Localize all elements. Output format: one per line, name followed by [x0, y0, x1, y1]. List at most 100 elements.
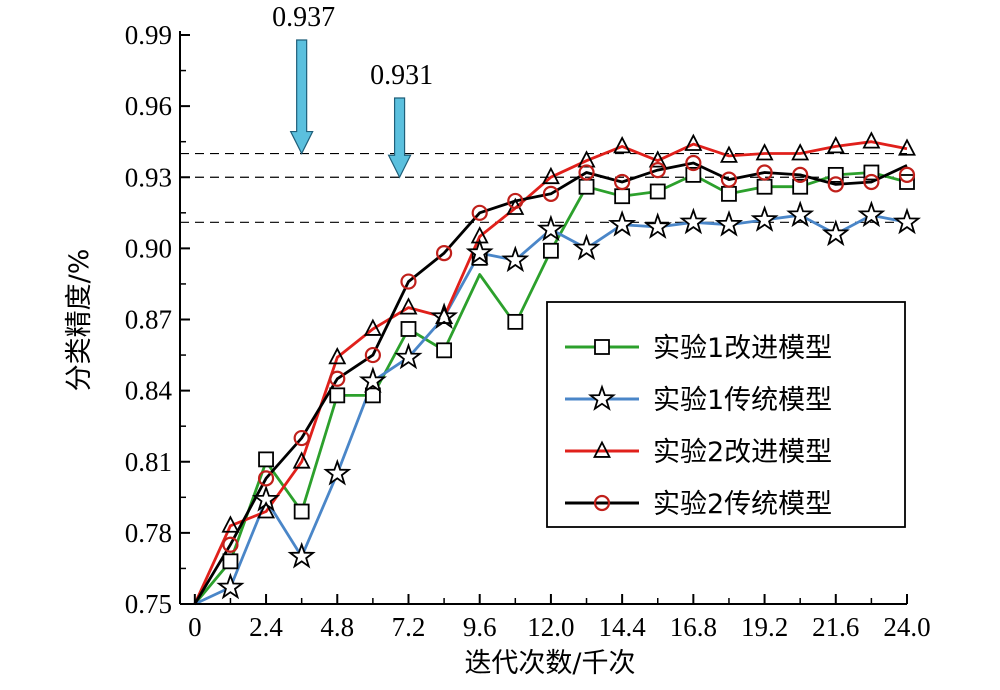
y-tick-label: 0.93: [125, 162, 172, 192]
marker-square: [543, 242, 559, 259]
marker-square: [685, 166, 702, 183]
marker-circle: [507, 192, 524, 210]
legend-label: 实验2传统模型: [653, 489, 832, 520]
marker-circle: [614, 173, 631, 191]
marker-star: [536, 214, 565, 242]
legend-label: 实验1传统模型: [653, 385, 832, 416]
marker-triangle: [613, 135, 632, 154]
axes: 0.75 0.78 0.81 0.84 0.87 0.90 0.93 0.96 0.99 0 2.4…: [125, 20, 931, 642]
annotations: 0.937 0.931: [272, 2, 433, 179]
y-tick-label: 0.81: [125, 447, 172, 477]
x-tick-label: 9.6: [463, 612, 497, 642]
marker-circle: [435, 245, 453, 262]
marker-square: [649, 183, 666, 200]
marker-star: [216, 572, 245, 600]
marker-square: [400, 321, 417, 337]
y-tick-label: 0.90: [125, 233, 172, 263]
y-axis-label: 分类精度/%: [64, 249, 95, 392]
marker-triangle: [435, 306, 454, 324]
marker-circle: [400, 273, 417, 290]
marker-square: [594, 339, 610, 355]
y-tick-label: 0.75: [125, 589, 172, 619]
marker-star: [394, 342, 423, 370]
legend-label: 实验1改进模型: [653, 333, 832, 364]
marker-circle: [293, 429, 310, 447]
marker-star: [821, 219, 850, 247]
x-tick-label: 0: [188, 612, 202, 642]
marker-circle: [649, 162, 666, 179]
marker-square: [222, 553, 239, 570]
marker-star: [287, 541, 316, 569]
marker-square: [329, 387, 346, 404]
series-markers: [216, 131, 921, 600]
marker-triangle: [292, 451, 311, 469]
annotation-label: 0.937: [272, 2, 335, 33]
marker-triangle: [791, 143, 810, 161]
marker-triangle: [755, 143, 774, 161]
marker-triangle: [648, 150, 667, 168]
marker-star: [465, 238, 494, 266]
y-tick-label: 0.99: [125, 20, 172, 50]
marker-star: [430, 302, 459, 330]
marker-circle: [593, 494, 611, 512]
marker-circle: [827, 176, 844, 193]
marker-triangle: [221, 515, 240, 533]
marker-square: [507, 313, 524, 330]
x-tick-label: 2.4: [249, 612, 283, 642]
marker-star: [714, 209, 744, 237]
x-tick-label: 14.4: [599, 612, 647, 642]
marker-circle: [720, 171, 738, 188]
annotation-arrow: [289, 39, 314, 155]
marker-square: [792, 178, 809, 195]
marker-star: [750, 205, 779, 232]
marker-star: [643, 212, 672, 239]
marker-circle: [329, 370, 346, 387]
marker-square: [721, 185, 737, 202]
annotation-arrow: [387, 97, 412, 179]
marker-star: [358, 366, 387, 394]
x-tick-label: 19.2: [741, 612, 788, 642]
y-tick-label: 0.78: [125, 518, 172, 548]
marker-triangle: [363, 318, 382, 336]
series-line: [193, 140, 908, 605]
marker-star: [588, 384, 616, 411]
marker-triangle: [593, 440, 611, 458]
marker-triangle: [684, 133, 703, 151]
marker-star: [857, 200, 886, 228]
marker-circle: [257, 470, 275, 487]
marker-square: [756, 178, 773, 195]
marker-circle: [222, 536, 239, 553]
marker-square: [364, 387, 381, 404]
marker-circle: [542, 185, 560, 202]
marker-square: [436, 342, 452, 359]
annotation-label: 0.931: [370, 60, 433, 91]
marker-circle: [578, 164, 595, 181]
marker-triangle: [898, 138, 916, 156]
series-line: [193, 161, 908, 605]
marker-circle: [364, 346, 381, 364]
marker-star: [679, 207, 708, 235]
marker-circle: [685, 154, 702, 172]
marker-triangle: [719, 145, 738, 163]
x-axis-label: 迭代次数/千次: [464, 648, 635, 679]
y-tick-label: 0.96: [125, 91, 172, 121]
legend-label: 实验2改进模型: [653, 437, 832, 468]
x-tick-label: 24.0: [883, 612, 930, 642]
marker-star: [893, 207, 921, 235]
marker-circle: [756, 164, 773, 181]
x-tick-label: 7.2: [392, 612, 426, 642]
marker-triangle: [257, 501, 276, 519]
x-tick-label: 12.0: [527, 612, 574, 642]
x-tick-label: 4.8: [320, 612, 354, 642]
marker-star: [608, 209, 637, 237]
marker-square: [258, 451, 274, 468]
marker-star: [323, 458, 352, 486]
x-tick-label: 21.6: [812, 612, 859, 642]
marker-star: [786, 200, 815, 228]
marker-triangle: [470, 226, 489, 244]
marker-circle: [792, 166, 809, 183]
marker-square: [614, 188, 631, 205]
marker-circle: [863, 173, 880, 191]
